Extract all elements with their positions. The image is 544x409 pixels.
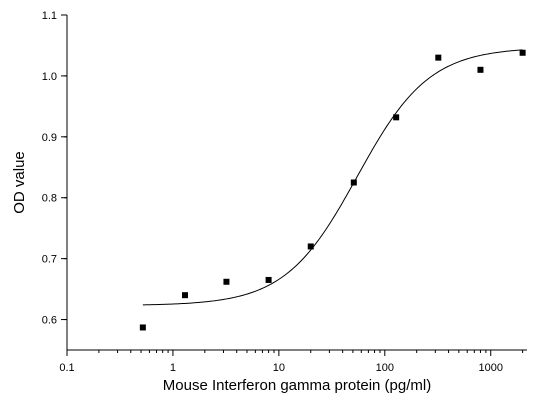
- x-tick-label: 10: [273, 362, 285, 374]
- fit-curve: [142, 49, 523, 306]
- data-point: [139, 324, 146, 331]
- data-point: [350, 179, 357, 186]
- data-point: [223, 278, 230, 285]
- y-tick-label: 0.9: [42, 132, 57, 144]
- axes: 0.6 0.7 0.8 0.9 1.0 1.1 0.1 1 10 100 1000: [42, 10, 527, 374]
- x-tick-label: 1000: [478, 362, 502, 374]
- data-point: [435, 54, 442, 61]
- data-point: [265, 276, 272, 283]
- data-point: [182, 292, 189, 299]
- y-tick-label: 1.0: [42, 71, 57, 83]
- x-axis-title: Mouse Interferon gamma protein (pg/ml): [163, 377, 431, 394]
- x-tick-label: 100: [376, 362, 394, 374]
- y-tick-label: 0.8: [42, 193, 57, 205]
- data-point: [393, 114, 400, 121]
- y-tick-label: 0.7: [42, 254, 57, 266]
- y-tick-label: 1.1: [42, 10, 57, 22]
- data-point: [477, 66, 484, 73]
- x-tick-label: 0.1: [59, 362, 74, 374]
- x-tick-label: 1: [170, 362, 176, 374]
- fit-curve-layer: [142, 49, 523, 306]
- data-points-layer: [139, 49, 526, 331]
- y-tick-label: 0.6: [42, 315, 57, 327]
- y-axis-title: OD value: [11, 151, 28, 214]
- data-point: [519, 49, 526, 56]
- data-point: [307, 243, 314, 250]
